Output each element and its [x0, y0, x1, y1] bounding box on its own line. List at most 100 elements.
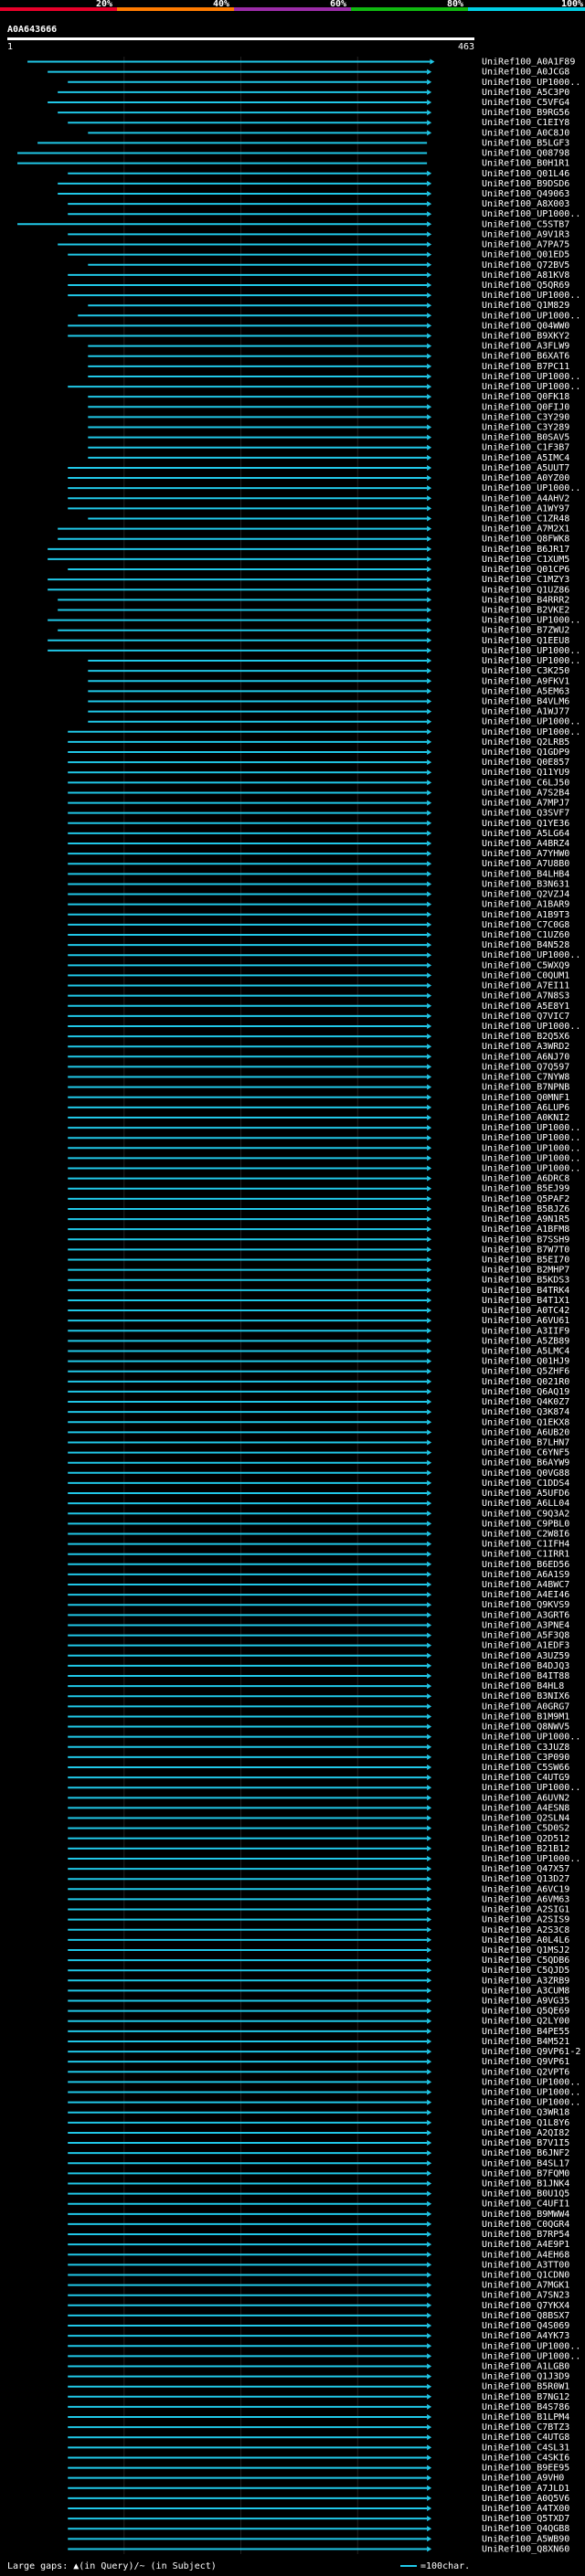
hit-label[interactable]: UniRef100_A9VG35 [482, 1997, 569, 2007]
hit-label[interactable]: UniRef100_A5UUT7 [482, 463, 569, 473]
hit-label[interactable]: UniRef100_Q7YKX4 [482, 2301, 569, 2311]
hit-label[interactable]: UniRef100_C5SW66 [482, 1763, 569, 1773]
hit-label[interactable]: UniRef100_UP1000.. [482, 209, 580, 219]
hit-label[interactable]: UniRef100_C3Y289 [482, 423, 569, 433]
hit-label[interactable]: UniRef100_C3Y290 [482, 412, 569, 422]
hit-label[interactable]: UniRef100_Q0FK18 [482, 392, 569, 402]
hit-label[interactable]: UniRef100_A0YZ00 [482, 473, 569, 483]
hit-label[interactable]: UniRef100_UP1000.. [482, 950, 580, 960]
hit-label[interactable]: UniRef100_B4DJQ3 [482, 1661, 569, 1671]
hit-label[interactable]: UniRef100_UP1000.. [482, 372, 580, 382]
hit-label[interactable]: UniRef100_Q3K874 [482, 1407, 569, 1417]
hit-label[interactable]: UniRef100_Q01L46 [482, 169, 569, 179]
hit-label[interactable]: UniRef100_C1IRR1 [482, 1550, 569, 1560]
hit-label[interactable]: UniRef100_A0A1F89 [482, 58, 575, 68]
hit-label[interactable]: UniRef100_C9PBL0 [482, 1519, 569, 1529]
hit-label[interactable]: UniRef100_A4TX00 [482, 2504, 569, 2514]
hit-label[interactable]: UniRef100_A3IIF9 [482, 1326, 569, 1336]
hit-label[interactable]: UniRef100_A0JCG8 [482, 68, 569, 78]
hit-label[interactable]: UniRef100_A6LL04 [482, 1499, 569, 1509]
hit-label[interactable]: UniRef100_A7MGK1 [482, 2281, 569, 2291]
hit-label[interactable]: UniRef100_C5VFG4 [482, 98, 569, 108]
hit-label[interactable]: UniRef100_Q3SVF7 [482, 809, 569, 819]
hit-label[interactable]: UniRef100_A5WB90 [482, 2534, 569, 2544]
hit-label[interactable]: UniRef100_Q72BV5 [482, 260, 569, 270]
hit-label[interactable]: UniRef100_C5QJD5 [482, 1966, 569, 1976]
hit-label[interactable]: UniRef100_A5UFD6 [482, 1489, 569, 1499]
hit-label[interactable]: UniRef100_Q5PAF2 [482, 1194, 569, 1204]
hit-label[interactable]: UniRef100_B6ED56 [482, 1560, 569, 1570]
hit-label[interactable]: UniRef100_Q8FWK8 [482, 535, 569, 545]
hit-label[interactable]: UniRef100_Q01ED5 [482, 250, 569, 260]
hit-label[interactable]: UniRef100_A81KV8 [482, 270, 569, 281]
hit-label[interactable]: UniRef100_B2VKE2 [482, 605, 569, 615]
hit-label[interactable]: UniRef100_B5KDS3 [482, 1276, 569, 1286]
hit-label[interactable]: UniRef100_A9FKV1 [482, 676, 569, 686]
hit-label[interactable]: UniRef100_B4RRR2 [482, 595, 569, 605]
hit-label[interactable]: UniRef100_UP1000.. [482, 1153, 580, 1163]
hit-label[interactable]: UniRef100_UP1000.. [482, 1733, 580, 1743]
hit-label[interactable]: UniRef100_Q1UZ86 [482, 585, 569, 595]
hit-label[interactable]: UniRef100_A6LUP6 [482, 1103, 569, 1113]
hit-label[interactable]: UniRef100_A5LG64 [482, 829, 569, 839]
hit-label[interactable]: UniRef100_Q5QR69 [482, 281, 569, 291]
hit-label[interactable]: UniRef100_A6A1S9 [482, 1570, 569, 1580]
hit-label[interactable]: UniRef100_C6LJ50 [482, 778, 569, 788]
hit-label[interactable]: UniRef100_C1ZR48 [482, 514, 569, 524]
hit-label[interactable]: UniRef100_B1LPM4 [482, 2412, 569, 2422]
hit-label[interactable]: UniRef100_Q7Q597 [482, 1062, 569, 1072]
hit-label[interactable]: UniRef100_A4YK73 [482, 2331, 569, 2341]
hit-label[interactable]: UniRef100_B7NPNB [482, 1083, 569, 1093]
hit-label[interactable]: UniRef100_Q4S069 [482, 2321, 569, 2331]
hit-label[interactable]: UniRef100_Q0E857 [482, 758, 569, 768]
hit-label[interactable]: UniRef100_C5D0S2 [482, 1824, 569, 1834]
hit-label[interactable]: UniRef100_C4UFI1 [482, 2200, 569, 2210]
hit-label[interactable]: UniRef100_A7M2X1 [482, 525, 569, 535]
hit-label[interactable]: UniRef100_UP1000.. [482, 2351, 580, 2361]
hit-label[interactable]: UniRef100_UP1000.. [482, 382, 580, 392]
hit-label[interactable]: UniRef100_Q1EKX8 [482, 1417, 569, 1427]
hit-label[interactable]: UniRef100_C7C0G8 [482, 920, 569, 930]
hit-label[interactable]: UniRef100_Q2VPT6 [482, 2067, 569, 2077]
hit-label[interactable]: UniRef100_A4EH68 [482, 2250, 569, 2260]
hit-label[interactable]: UniRef100_A0C8J0 [482, 128, 569, 138]
hit-label[interactable]: UniRef100_UP1000.. [482, 2088, 580, 2098]
hit-label[interactable]: UniRef100_B9RG56 [482, 108, 569, 118]
hit-label[interactable]: UniRef100_Q9VP61 [482, 2057, 569, 2067]
hit-label[interactable]: UniRef100_B4S786 [482, 2402, 569, 2412]
hit-label[interactable]: UniRef100_C4SKI6 [482, 2453, 569, 2463]
hit-label[interactable]: UniRef100_A7S2B4 [482, 788, 569, 798]
hit-label[interactable]: UniRef100_B6XAT6 [482, 352, 569, 362]
hit-label[interactable]: UniRef100_C5STB7 [482, 219, 569, 229]
hit-label[interactable]: UniRef100_Q49063 [482, 189, 569, 199]
hit-label[interactable]: UniRef100_UP1000.. [482, 1783, 580, 1793]
hit-label[interactable]: UniRef100_C0QUM1 [482, 970, 569, 981]
hit-label[interactable]: UniRef100_C7NYW8 [482, 1073, 569, 1083]
hit-label[interactable]: UniRef100_UP1000.. [482, 1164, 580, 1174]
hit-label[interactable]: UniRef100_A5LMC4 [482, 1346, 569, 1356]
hit-label[interactable]: UniRef100_A0GRG7 [482, 1701, 569, 1712]
hit-label[interactable]: UniRef100_B7NG12 [482, 2392, 569, 2402]
hit-label[interactable]: UniRef100_C5QDB6 [482, 1956, 569, 1966]
hit-label[interactable]: UniRef100_C1DDS4 [482, 1479, 569, 1489]
hit-label[interactable]: UniRef100_A6UB20 [482, 1427, 569, 1437]
hit-label[interactable]: UniRef100_A3WRD2 [482, 1042, 569, 1052]
hit-label[interactable]: UniRef100_B5EJ99 [482, 1184, 569, 1194]
hit-label[interactable]: UniRef100_A1LGB0 [482, 2361, 569, 2371]
hit-label[interactable]: UniRef100_UP1000.. [482, 78, 580, 88]
hit-label[interactable]: UniRef100_B4IT88 [482, 1671, 569, 1681]
hit-label[interactable]: UniRef100_B7SSH9 [482, 1235, 569, 1245]
hit-label[interactable]: UniRef100_A0Q5V6 [482, 2494, 569, 2504]
hit-label[interactable]: UniRef100_A6VC19 [482, 1884, 569, 1894]
hit-label[interactable]: UniRef100_C6YNF5 [482, 1448, 569, 1458]
hit-label[interactable]: UniRef100_Q1YE36 [482, 819, 569, 829]
hit-label[interactable]: UniRef100_UP1000.. [482, 646, 580, 656]
hit-label[interactable]: UniRef100_A6DRC8 [482, 1174, 569, 1184]
hit-label[interactable]: UniRef100_Q1EEU8 [482, 636, 569, 646]
hit-label[interactable]: UniRef100_B0H1R1 [482, 159, 569, 169]
hit-label[interactable]: UniRef100_Q9VP61-2 [482, 2047, 580, 2057]
hit-label[interactable]: UniRef100_C1IFH4 [482, 1540, 569, 1550]
hit-label[interactable]: UniRef100_C3JUZ8 [482, 1743, 569, 1753]
hit-label[interactable]: UniRef100_A9V1R3 [482, 229, 569, 239]
hit-label[interactable]: UniRef100_A0KNI2 [482, 1113, 569, 1123]
